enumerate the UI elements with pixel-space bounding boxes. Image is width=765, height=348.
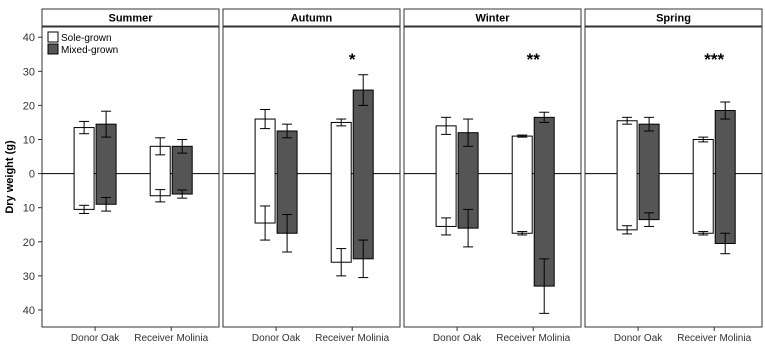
significance-marker: * <box>349 50 356 69</box>
bar-sole-grown <box>616 120 638 231</box>
facet-strip <box>41 8 220 27</box>
y-tick-label: 30 <box>23 66 35 78</box>
facet-strip-label: Spring <box>656 13 691 25</box>
facet-panel-autumn: Autumn Donor Oak Receiver Molinia * <box>222 8 401 344</box>
legend-swatch-mixed-grown <box>47 43 59 55</box>
y-tick-label: 20 <box>23 100 35 112</box>
bar-sole-grown <box>73 127 95 210</box>
y-tick-label: 40 <box>23 32 35 44</box>
facet-strip <box>403 8 582 27</box>
x-tick-label: Receiver Molinia <box>496 333 570 343</box>
x-tick-label: Donor Oak <box>433 333 482 343</box>
y-tick-label: 40 <box>23 305 35 317</box>
y-tick-label: 30 <box>23 271 35 283</box>
y-tick-label: 20 <box>23 237 35 249</box>
facet-strip <box>584 8 763 27</box>
bar-sole-grown <box>692 139 714 234</box>
facet-strip-label: Autumn <box>291 13 333 25</box>
y-axis: 40 30 20 10 0 10 20 30 40 Dry weight (g) <box>4 32 42 317</box>
y-axis-title: Dry weight (g) <box>4 140 16 214</box>
bar-mixed-grown <box>638 123 660 221</box>
facet-strip-label: Summer <box>108 13 153 25</box>
significance-marker: ** <box>527 50 541 69</box>
bar-sole-grown <box>330 121 352 263</box>
facet-strip-label: Winter <box>475 13 510 25</box>
legend-label: Sole-grown <box>61 33 112 44</box>
panel-frame <box>41 26 220 328</box>
x-tick-label: Receiver Molinia <box>677 333 751 343</box>
facet-strip <box>222 8 401 27</box>
x-tick-label: Receiver Molinia <box>315 333 389 343</box>
facet-panel-winter: Winter Donor Oak Receiver Molinia ** <box>403 8 582 344</box>
bar-sole-grown <box>435 125 457 227</box>
legend-label: Mixed-grown <box>61 45 118 56</box>
facet-panel-summer: Summer Donor Oak Receiver Molinia <box>41 8 220 344</box>
y-tick-label: 0 <box>29 169 35 181</box>
bar-sole-grown <box>511 135 533 234</box>
legend-swatch-sole-grown <box>47 31 59 43</box>
y-tick-label: 10 <box>23 135 35 147</box>
x-tick-label: Donor Oak <box>252 333 301 343</box>
x-tick-label: Donor Oak <box>71 333 120 343</box>
significance-marker: *** <box>704 50 724 69</box>
panel-frame <box>403 26 582 328</box>
x-tick-label: Receiver Molinia <box>134 333 208 343</box>
y-tick-label: 10 <box>23 203 35 215</box>
x-tick-label: Donor Oak <box>614 333 663 343</box>
facet-panel-spring: Spring Donor Oak Receiver Molinia *** <box>584 8 763 344</box>
panel-frame <box>222 26 401 328</box>
panel-frame <box>584 26 763 328</box>
bar-mixed-grown <box>352 89 374 260</box>
bar-mixed-grown <box>714 110 736 244</box>
